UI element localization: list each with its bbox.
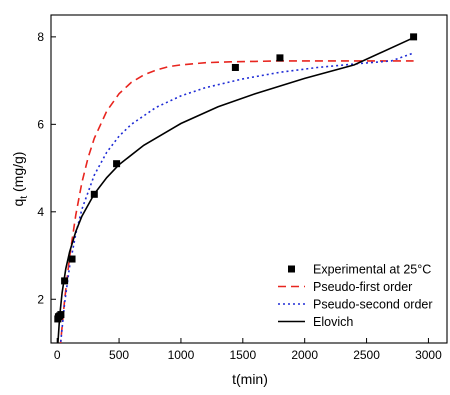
data-point — [68, 255, 76, 263]
y-tick-label: 8 — [37, 30, 44, 44]
x-axis-label: t(min) — [232, 371, 268, 387]
legend-label-elovich: Elovich — [313, 315, 353, 329]
x-tick-label: 3000 — [415, 348, 442, 362]
y-axis-label-subscript: t — [19, 196, 30, 199]
data-point — [276, 54, 284, 62]
y-tick-label: 2 — [37, 292, 44, 306]
x-axis-ticks: 0 500 1000 1500 2000 2500 3000 — [54, 338, 442, 362]
series-line-pseudo-second-order — [59, 52, 414, 343]
x-tick-label: 2000 — [291, 348, 318, 362]
fit-lines — [57, 36, 414, 343]
plot-frame — [50, 14, 448, 344]
y-tick-label: 6 — [37, 117, 44, 131]
y-tick-label: 4 — [37, 205, 44, 219]
x-tick-label: 1500 — [229, 348, 256, 362]
data-point — [57, 311, 65, 319]
legend: Experimental at 25°C Pseudo-first order Ps… — [278, 263, 433, 329]
legend-marker-experimental-at-25-c — [288, 265, 295, 273]
x-tick-label: 500 — [109, 348, 129, 362]
data-point — [113, 160, 121, 168]
series-line-pseudo-first-order — [59, 60, 414, 343]
x-tick-label: 2500 — [353, 348, 380, 362]
y-axis-ticks: 2 4 6 8 — [37, 30, 56, 306]
legend-label-pseudo-first-order: Pseudo-first order — [313, 280, 412, 294]
x-tick-label: 0 — [54, 348, 61, 362]
y-axis-label-main: q — [10, 199, 26, 207]
x-tick-label: 1000 — [168, 348, 195, 362]
data-point — [231, 63, 239, 71]
legend-label-pseudo-second-order: Pseudo-second order — [313, 298, 433, 312]
data-point — [61, 277, 69, 285]
y-axis-label-unit: (mg/g) — [10, 152, 26, 196]
data-point — [90, 190, 98, 198]
data-point — [410, 33, 418, 41]
legend-label-experimental-at-25-c: Experimental at 25°C — [313, 263, 431, 277]
series-line-elovich — [57, 36, 414, 343]
y-axis-label: qt (mg/g) — [10, 152, 30, 207]
experimental-markers — [54, 33, 418, 323]
